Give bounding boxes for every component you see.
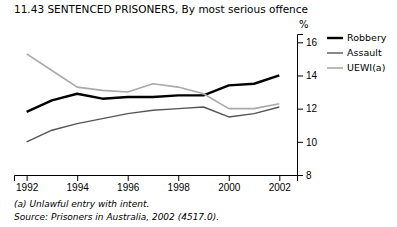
x-axis: 1992 1994 1996 1998 2000 2002 [15,175,298,193]
y-tick-label: 10 [306,137,318,148]
y-tick: 10 [297,137,318,148]
y-axis-label: % [299,19,309,30]
x-tick-mark [279,175,280,181]
footnote: (a) Unlawful entry with intent. [14,199,149,209]
x-tick-label: 1994 [67,182,90,193]
x-tick-mark [77,175,78,181]
legend-swatch [327,37,343,39]
y-tick: 8 [297,170,312,181]
legend-swatch [327,52,343,53]
y-tick-mark [297,75,303,76]
legend-swatch [327,67,343,69]
y-tick-label: 12 [306,103,318,114]
x-tick-label: 2000 [218,182,241,193]
y-tick-label: 14 [306,70,318,81]
x-tick-mark [178,175,179,181]
x-tick-label: 1998 [168,182,191,193]
legend-item: Assault [327,47,382,58]
legend: Robbery Assault UEWI(a) [327,32,387,73]
x-tick: 2000 [218,175,241,193]
x-tick: 1998 [168,175,191,193]
y-axis: 8 10 12 14 16 [297,35,318,181]
y-tick: 12 [297,103,318,114]
series-line [27,107,280,142]
legend-label: Robbery [347,32,387,43]
footnote: Source: Prisoners in Australia, 2002 (45… [14,212,219,222]
y-tick-mark [297,42,303,43]
lines [27,54,280,142]
y-tick-label: 8 [306,170,312,181]
x-tick-mark [128,175,129,181]
y-tick: 16 [297,37,318,48]
plot: 1992 1994 1996 1998 2000 2002 8 10 12 14 16% [15,19,318,193]
y-tick-mark [297,109,303,110]
x-tick-label: 1996 [117,182,140,193]
x-tick: 1994 [67,175,90,193]
chart: 11.43 SENTENCED PRISONERS, By most serio… [0,0,397,227]
x-tick: 1992 [16,175,39,193]
series-line [27,75,280,111]
y-tick: 14 [297,70,318,81]
x-tick: 2002 [269,175,292,193]
legend-label: Assault [347,47,382,58]
y-tick-label: 16 [306,37,318,48]
y-tick-mark [297,142,303,143]
x-tick-label: 1992 [16,182,39,193]
x-tick: 1996 [117,175,140,193]
x-axis-line [15,176,298,182]
y-tick-mark [297,175,303,176]
x-tick-label: 2002 [269,182,292,193]
legend-label: UEWI(a) [347,62,385,73]
series-line [27,54,280,109]
legend-item: Robbery [327,32,387,43]
x-tick-mark [229,175,230,181]
title: 11.43 SENTENCED PRISONERS, By most serio… [14,3,308,15]
legend-item: UEWI(a) [327,62,385,73]
x-tick-mark [27,175,28,181]
y-axis-line [298,35,304,176]
